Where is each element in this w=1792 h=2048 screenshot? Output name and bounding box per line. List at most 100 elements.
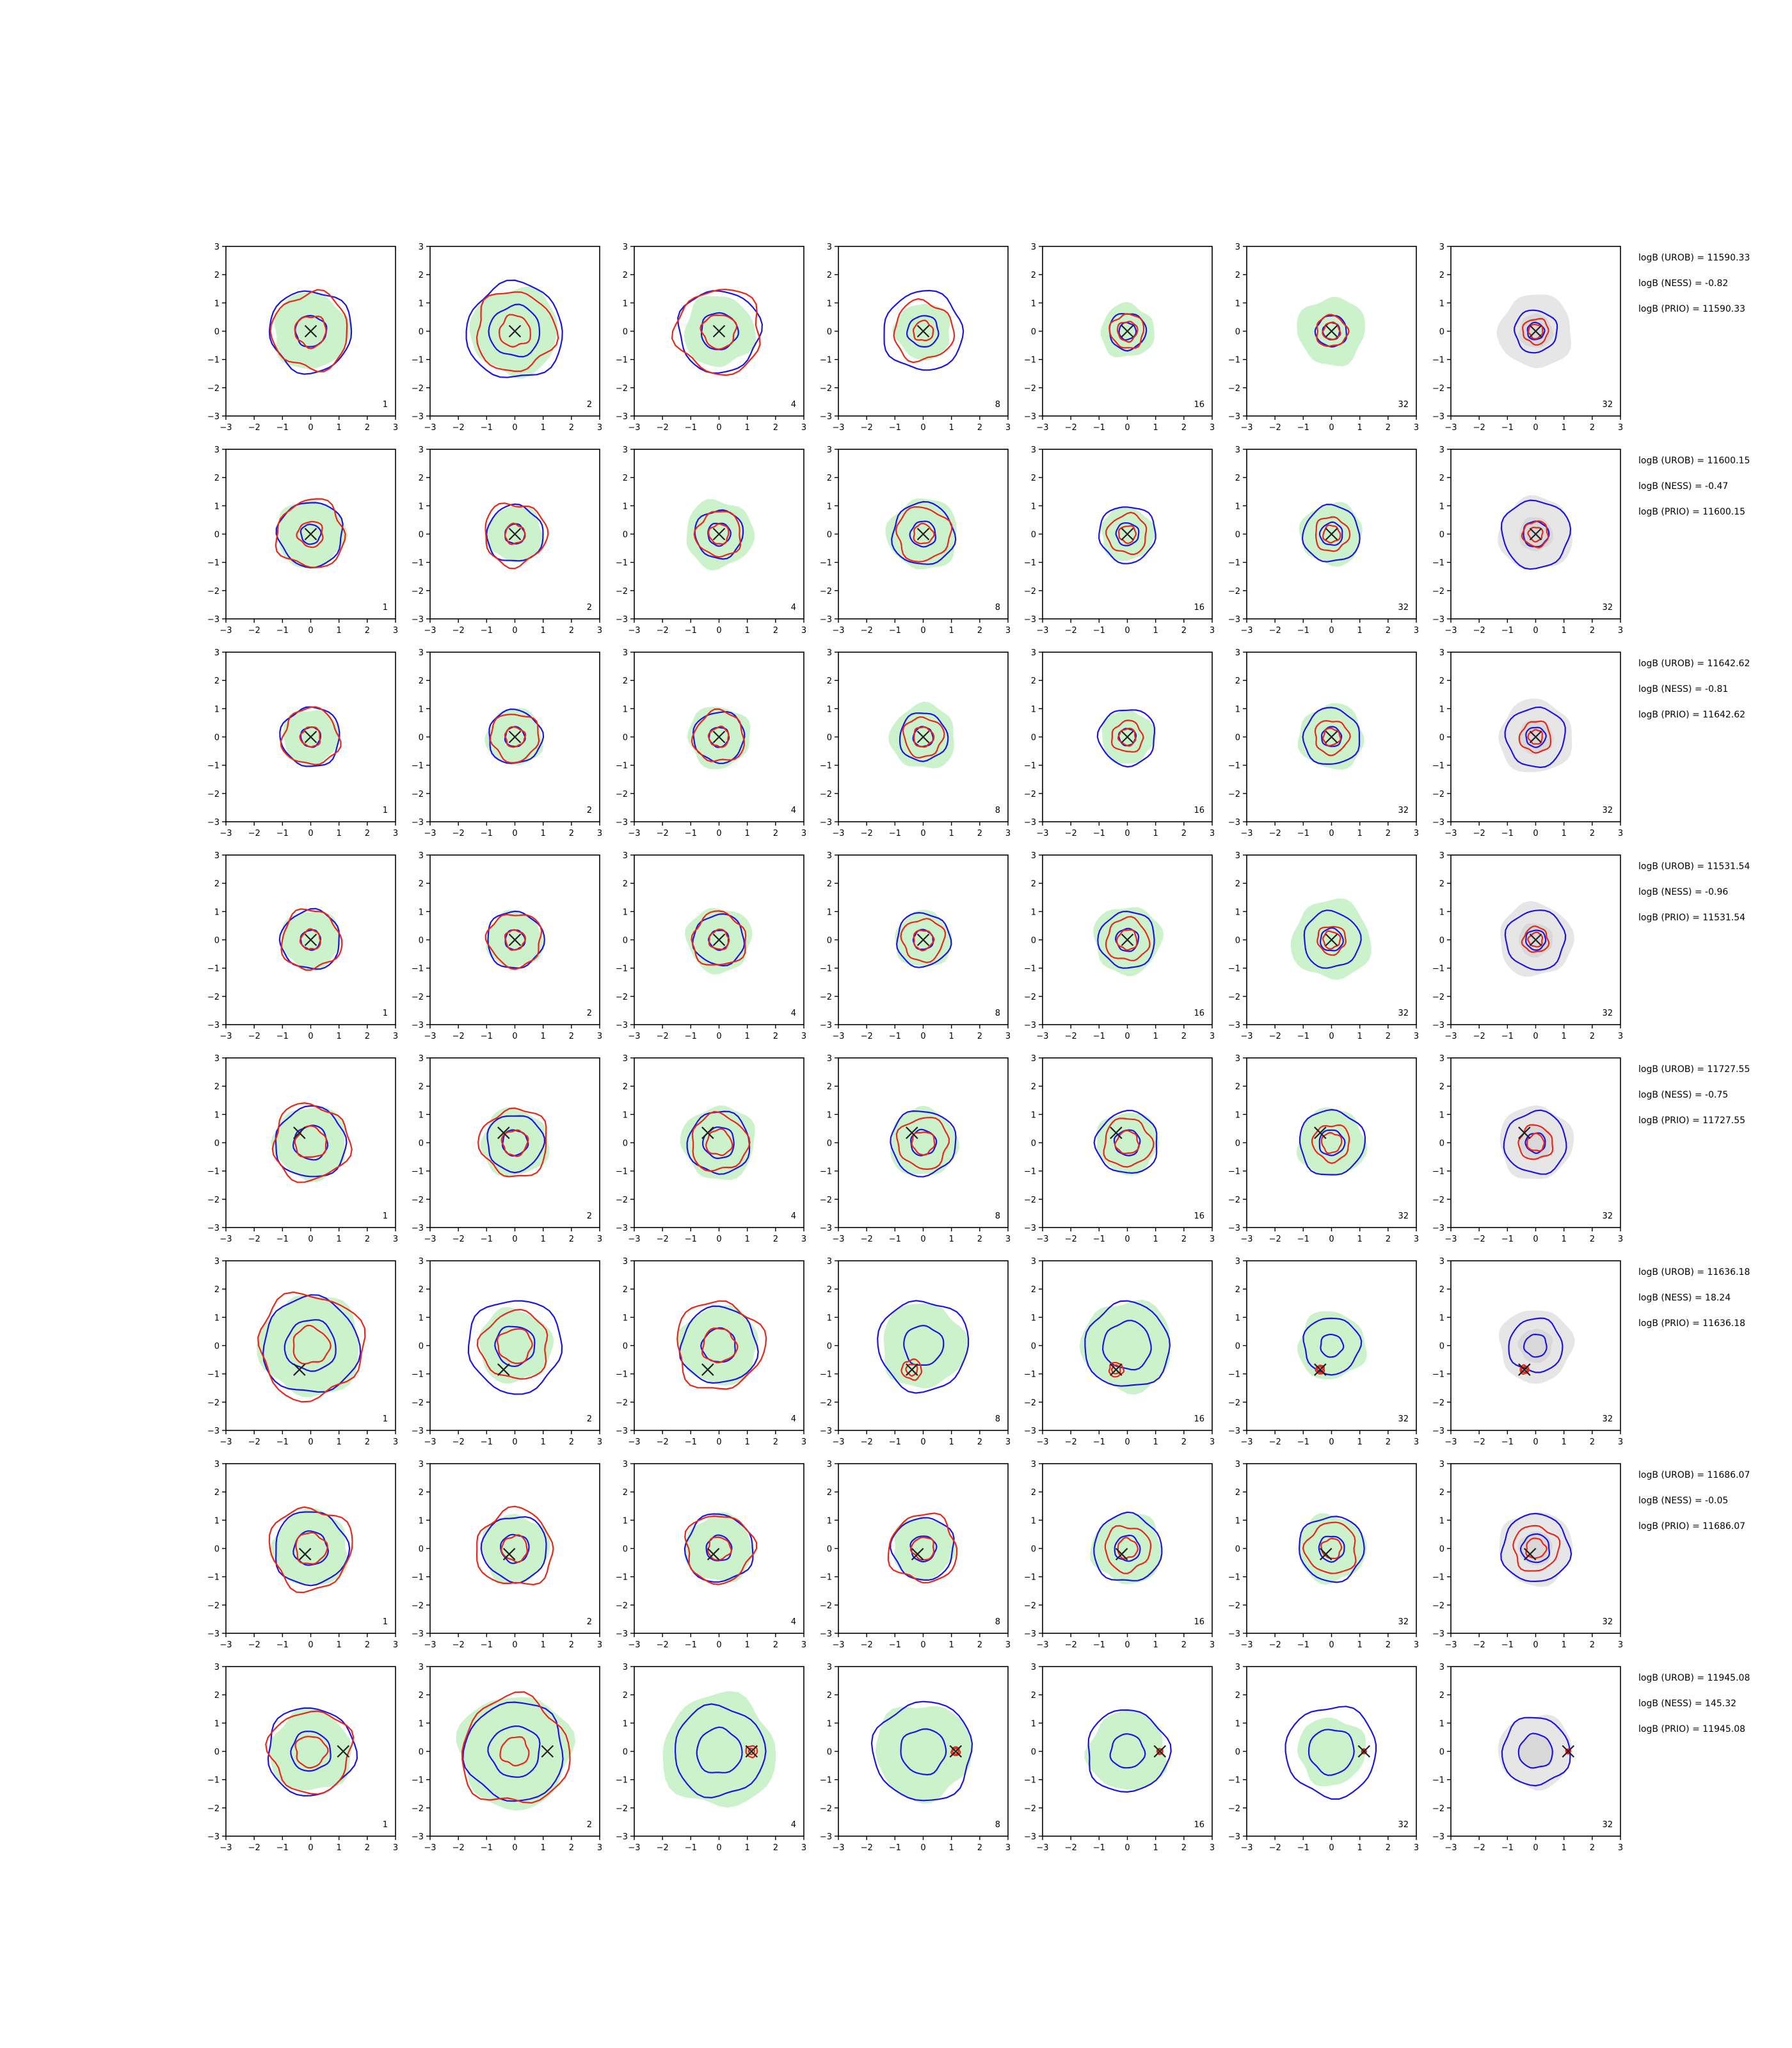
y-tick-label: 1 xyxy=(214,1313,220,1323)
plot-area xyxy=(680,1105,755,1180)
plot-area xyxy=(1100,301,1155,358)
plot-area xyxy=(877,1300,970,1394)
red-contour xyxy=(910,1536,935,1561)
x-tick-label: 0 xyxy=(1533,626,1538,636)
x-tick-label: −1 xyxy=(481,1640,493,1650)
green-density-fill xyxy=(274,292,353,369)
y-tick-label: −3 xyxy=(616,1629,628,1639)
y-tick-label: −3 xyxy=(820,615,832,625)
x-tick-label: 2 xyxy=(1386,1235,1391,1244)
red-contour xyxy=(1110,1364,1121,1375)
panel-corner-label: 32 xyxy=(1602,1820,1613,1830)
y-tick-label: 3 xyxy=(419,445,424,455)
y-tick-label: 3 xyxy=(419,243,424,252)
y-tick-label: 2 xyxy=(827,1285,832,1295)
red-contour xyxy=(895,1116,950,1171)
y-tick-label: 3 xyxy=(1235,648,1240,658)
x-tick-label: −2 xyxy=(1065,1437,1077,1447)
subplot: −3−3 −2 −2 −1 −1 0 0 1 1 2 2 3 3 4 xyxy=(616,1257,806,1447)
y-tick-label: 3 xyxy=(1439,1460,1444,1469)
x-tick-label: 2 xyxy=(365,423,370,433)
x-tick-label: 3 xyxy=(1414,1235,1419,1244)
y-tick-label: −3 xyxy=(820,1427,832,1436)
y-tick-label: −3 xyxy=(1228,412,1240,422)
panel-corner-label: 32 xyxy=(1602,806,1613,815)
y-tick-label: −1 xyxy=(1024,356,1036,365)
y-tick-label: 3 xyxy=(827,1663,832,1672)
y-tick-label: 0 xyxy=(1031,531,1036,540)
logb-stat: logB (PRIO) = 11600.15 xyxy=(1638,507,1745,517)
x-tick-label: 1 xyxy=(1562,626,1567,636)
x-tick-label: −2 xyxy=(452,1235,465,1244)
red-contour xyxy=(913,522,935,545)
y-tick-label: −3 xyxy=(412,1224,424,1233)
y-tick-label: 3 xyxy=(1031,1663,1036,1672)
red-contour xyxy=(1525,1537,1548,1559)
x-tick-label: −3 xyxy=(628,829,640,838)
true-value-marker xyxy=(293,1363,306,1376)
x-tick-label: 2 xyxy=(569,1437,574,1447)
logb-stat: logB (UROB) = 11590.33 xyxy=(1638,253,1750,263)
plot-area xyxy=(1284,1706,1377,1800)
y-tick-label: −1 xyxy=(207,964,220,974)
true-value-marker xyxy=(1110,1126,1123,1139)
red-contour xyxy=(1311,1124,1350,1164)
y-tick-label: 2 xyxy=(623,1691,628,1700)
x-tick-label: −3 xyxy=(832,423,844,433)
panel-corner-label: 16 xyxy=(1194,1414,1204,1424)
x-tick-label: −2 xyxy=(248,829,260,838)
x-tick-label: 3 xyxy=(597,829,602,838)
red-contour xyxy=(900,1358,923,1381)
y-tick-label: 2 xyxy=(623,1082,628,1092)
x-tick-label: 0 xyxy=(512,1235,517,1244)
y-tick-label: −1 xyxy=(412,762,424,771)
red-contour xyxy=(913,929,935,952)
x-tick-label: −1 xyxy=(1093,1032,1105,1041)
x-tick-label: −1 xyxy=(1093,1640,1105,1650)
x-tick-label: −2 xyxy=(1269,1437,1281,1447)
panel-corner-label: 1 xyxy=(383,1617,388,1627)
x-tick-label: −1 xyxy=(276,626,289,636)
green-density-fill xyxy=(269,1707,352,1791)
x-tick-label: 0 xyxy=(308,1235,313,1244)
x-tick-label: 1 xyxy=(949,1032,954,1041)
logb-stat: logB (NESS) = -0.47 xyxy=(1638,481,1728,492)
y-tick-label: 1 xyxy=(1031,502,1036,511)
x-tick-label: −3 xyxy=(424,1640,436,1650)
blue-contour xyxy=(300,524,322,545)
x-tick-label: −3 xyxy=(1240,1235,1252,1244)
y-tick-label: −1 xyxy=(207,356,220,365)
x-tick-label: −3 xyxy=(832,1235,844,1244)
y-tick-label: −2 xyxy=(207,384,220,394)
plot-area xyxy=(687,707,751,770)
x-tick-label: −1 xyxy=(481,1843,493,1853)
subplot: −3−3 −2 −2 −1 −1 0 0 1 1 2 2 3 3 4 xyxy=(616,1460,806,1650)
y-tick-label: −3 xyxy=(616,1427,628,1436)
true-value-marker xyxy=(1529,527,1542,541)
y-tick-label: −1 xyxy=(412,1167,424,1177)
panel-corner-label: 4 xyxy=(791,603,796,612)
x-tick-label: 1 xyxy=(541,1032,546,1041)
x-tick-label: −2 xyxy=(452,1437,465,1447)
y-tick-label: 3 xyxy=(1439,243,1444,252)
y-tick-label: 1 xyxy=(419,1313,424,1323)
y-tick-label: −3 xyxy=(616,1832,628,1842)
y-tick-label: −1 xyxy=(1432,1776,1444,1786)
y-tick-label: 0 xyxy=(1235,733,1240,743)
x-tick-label: 3 xyxy=(1005,626,1011,636)
y-tick-label: 2 xyxy=(827,1488,832,1498)
x-tick-label: −3 xyxy=(1036,1843,1048,1853)
panel-corner-label: 16 xyxy=(1194,1820,1204,1830)
true-value-marker xyxy=(1529,324,1542,338)
y-tick-label: 2 xyxy=(419,1082,424,1092)
subplot: −3−3 −2 −2 −1 −1 0 0 1 1 2 2 3 3 2 xyxy=(412,648,602,838)
y-tick-label: −3 xyxy=(1228,818,1240,828)
red-contour xyxy=(499,1736,530,1767)
x-tick-label: 3 xyxy=(801,626,806,636)
logb-stat: logB (UROB) = 11945.08 xyxy=(1638,1673,1750,1683)
red-contour xyxy=(1521,1365,1528,1373)
blue-contour xyxy=(290,1731,332,1772)
x-tick-label: −1 xyxy=(889,829,901,838)
blue-contour xyxy=(1318,1535,1345,1563)
x-tick-label: −1 xyxy=(1297,626,1309,636)
